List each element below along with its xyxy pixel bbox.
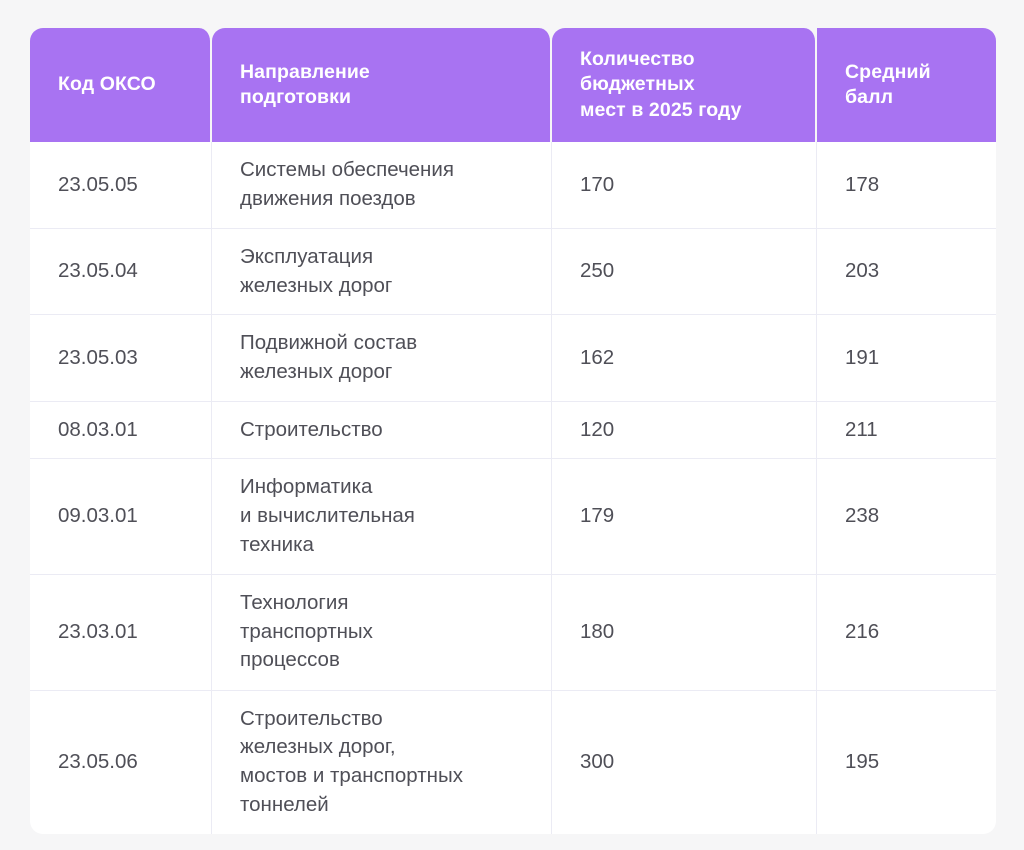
cell-seats-value: 162	[580, 345, 615, 369]
table-row: 23.05.06 Строительство железных дорог, м…	[30, 689, 996, 834]
cell-field-value: Информатика и вычислительная техника	[240, 475, 415, 556]
cell-score-value: 195	[845, 749, 880, 773]
cell-seats-value: 250	[580, 259, 615, 283]
cell-seats: 250	[552, 228, 817, 315]
cell-code-value: 23.05.04	[58, 259, 138, 283]
cell-seats-value: 170	[580, 172, 615, 196]
cell-seats-value: 120	[580, 417, 615, 441]
cell-seats: 162	[552, 314, 817, 401]
cell-code: 23.05.06	[30, 689, 212, 834]
cell-seats-value: 179	[580, 504, 615, 528]
cell-score-value: 191	[845, 345, 880, 369]
column-header-code-label: Код ОКСО	[58, 73, 156, 96]
cell-seats-value: 300	[580, 749, 615, 773]
cell-score-value: 216	[845, 619, 880, 643]
cell-seats: 120	[552, 400, 817, 459]
cell-score-value: 238	[845, 504, 880, 528]
cell-field-value: Строительство	[240, 417, 383, 441]
table-body: 23.05.05 Системы обеспечения движения по…	[30, 142, 996, 834]
cell-code: 23.03.01	[30, 573, 212, 690]
cell-field: Информатика и вычислительная техника	[212, 458, 552, 574]
cell-code-value: 23.03.01	[58, 619, 138, 643]
cell-field: Эксплуатация железных дорог	[212, 228, 552, 315]
cell-code: 09.03.01	[30, 458, 212, 574]
cell-seats-value: 180	[580, 619, 615, 643]
cell-code-value: 23.05.05	[58, 172, 138, 196]
cell-code: 08.03.01	[30, 400, 212, 459]
cell-code-value: 09.03.01	[58, 504, 138, 528]
cell-score: 195	[817, 689, 996, 834]
cell-field: Технология транспортных процессов	[212, 573, 552, 690]
column-header-score[interactable]: Средний балл	[817, 28, 996, 142]
column-header-code[interactable]: Код ОКСО	[30, 28, 212, 142]
cell-field: Подвижной состав железных дорог	[212, 314, 552, 401]
table-header: Код ОКСО Направление подготовки Количест…	[30, 28, 996, 142]
cell-score: 178	[817, 142, 996, 228]
admissions-table: Код ОКСО Направление подготовки Количест…	[30, 28, 996, 834]
cell-score: 211	[817, 400, 996, 459]
column-header-field[interactable]: Направление подготовки	[212, 28, 552, 142]
cell-seats: 180	[552, 573, 817, 690]
cell-code-value: 08.03.01	[58, 417, 138, 441]
cell-code-value: 23.05.03	[58, 345, 138, 369]
cell-code-value: 23.05.06	[58, 749, 138, 773]
cell-score: 191	[817, 314, 996, 401]
cell-field: Строительство	[212, 400, 552, 459]
cell-seats: 170	[552, 142, 817, 228]
cell-seats: 179	[552, 458, 817, 574]
cell-field-value: Системы обеспечения движения поездов	[240, 158, 454, 210]
table-row: 23.03.01 Технология транспортных процесс…	[30, 573, 996, 690]
cell-field-value: Подвижной состав железных дорог	[240, 331, 418, 384]
cell-score: 216	[817, 573, 996, 690]
column-header-field-label: Направление подготовки	[240, 60, 370, 108]
column-header-seats-label: Количество бюджетных мест в 2025 году	[580, 47, 742, 121]
column-header-seats[interactable]: Количество бюджетных мест в 2025 году	[552, 28, 817, 142]
cell-field-value: Технология транспортных процессов	[240, 590, 373, 672]
cell-code: 23.05.05	[30, 142, 212, 228]
table-row: 08.03.01 Строительство 120 211	[30, 400, 996, 459]
cell-seats: 300	[552, 689, 817, 834]
cell-field-value: Строительство железных дорог, мостов и т…	[240, 706, 463, 816]
cell-score: 238	[817, 458, 996, 574]
column-header-score-label: Средний балл	[845, 60, 931, 108]
cell-code: 23.05.04	[30, 228, 212, 315]
cell-score-value: 211	[845, 417, 878, 441]
table-row: 09.03.01 Информатика и вычислительная те…	[30, 458, 996, 574]
table-header-row: Код ОКСО Направление подготовки Количест…	[30, 28, 996, 142]
cell-field: Строительство железных дорог, мостов и т…	[212, 689, 552, 834]
table-container: Код ОКСО Направление подготовки Количест…	[30, 28, 996, 834]
cell-field-value: Эксплуатация железных дорог	[240, 245, 393, 297]
table-row: 23.05.04 Эксплуатация железных дорог 250…	[30, 228, 996, 315]
cell-score-value: 203	[845, 259, 880, 283]
cell-field: Системы обеспечения движения поездов	[212, 142, 552, 228]
table-row: 23.05.03 Подвижной состав железных дорог…	[30, 314, 996, 401]
cell-score-value: 178	[845, 172, 880, 196]
cell-score: 203	[817, 228, 996, 315]
cell-code: 23.05.03	[30, 314, 212, 401]
table-row: 23.05.05 Системы обеспечения движения по…	[30, 142, 996, 228]
